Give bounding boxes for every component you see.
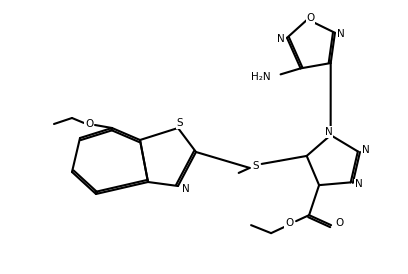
Text: N: N (277, 34, 285, 44)
Text: N: N (325, 127, 333, 137)
Text: O: O (306, 13, 315, 23)
Text: N: N (355, 179, 363, 189)
Text: O: O (85, 119, 93, 129)
Text: N: N (337, 29, 345, 39)
Text: O: O (285, 218, 293, 228)
Text: S: S (253, 161, 259, 171)
Text: N: N (182, 184, 190, 194)
Text: N: N (362, 145, 370, 155)
Text: S: S (177, 118, 183, 128)
Text: O: O (335, 218, 343, 228)
Text: H₂N: H₂N (251, 72, 271, 82)
